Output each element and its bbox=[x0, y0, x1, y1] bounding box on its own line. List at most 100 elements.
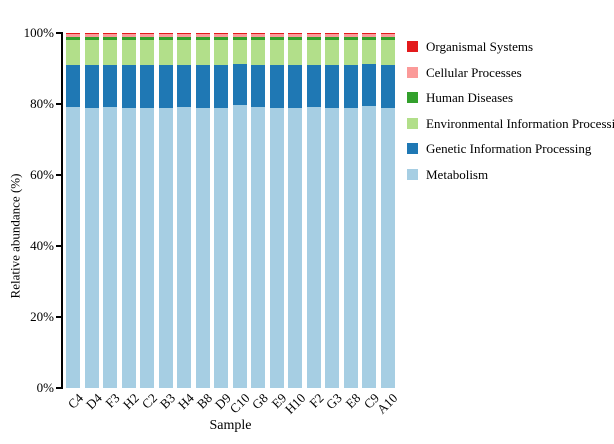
y-tick-label: 60% bbox=[30, 167, 54, 182]
bar-segment bbox=[103, 34, 117, 37]
bar-segment bbox=[306, 34, 321, 37]
bar-C4 bbox=[66, 33, 80, 388]
bar-segment bbox=[177, 36, 191, 40]
bar-segment bbox=[158, 36, 173, 40]
bar-segment bbox=[103, 64, 117, 108]
y-tick-label: 80% bbox=[30, 96, 54, 111]
bar-segment bbox=[66, 36, 80, 40]
bar-segment bbox=[66, 33, 80, 35]
bar-segment bbox=[232, 33, 247, 35]
bar-segment bbox=[325, 108, 339, 388]
bar-segment bbox=[380, 33, 395, 35]
bar-segment bbox=[66, 34, 80, 37]
bar-segment bbox=[325, 39, 339, 65]
bar-segment bbox=[103, 107, 117, 388]
bar-segment bbox=[140, 36, 154, 40]
bar-segment bbox=[288, 39, 302, 65]
legend-label: Metabolism bbox=[426, 166, 489, 182]
bar-segment bbox=[380, 36, 395, 40]
bar-segment bbox=[195, 64, 210, 108]
bar-F2 bbox=[306, 33, 321, 388]
bar-segment bbox=[121, 107, 136, 388]
bar-segment bbox=[177, 33, 191, 35]
legend-swatch-icon bbox=[407, 66, 418, 78]
legend-swatch-icon bbox=[407, 143, 418, 154]
bar-segment bbox=[269, 107, 284, 388]
bar-segment bbox=[380, 39, 395, 66]
bar-segment bbox=[214, 64, 228, 108]
legend-item: Genetic Information Processing bbox=[407, 142, 614, 155]
bar-segment bbox=[214, 33, 228, 35]
bar-segment bbox=[177, 64, 191, 107]
bar-segment bbox=[103, 39, 117, 65]
bar-segment bbox=[325, 33, 339, 35]
y-tick-mark bbox=[56, 316, 62, 318]
bar-E9 bbox=[269, 33, 284, 388]
bar-segment bbox=[288, 34, 302, 37]
bar-segment bbox=[84, 107, 99, 388]
bar-segment bbox=[140, 33, 154, 35]
bar-segment bbox=[121, 36, 136, 40]
bar-segment bbox=[251, 33, 265, 35]
bar-segment bbox=[177, 34, 191, 37]
legend-label: Human Diseases bbox=[426, 90, 514, 105]
x-tick-label: G3 bbox=[323, 390, 345, 413]
bar-segment bbox=[121, 39, 136, 65]
legend-swatch-icon bbox=[407, 117, 418, 129]
bar-E8 bbox=[343, 33, 358, 388]
bar-segment bbox=[66, 39, 80, 66]
legend-label: Environmental Information Processing bbox=[426, 115, 614, 131]
bar-B3 bbox=[158, 33, 173, 388]
bar-segment bbox=[84, 65, 99, 108]
bar-segment bbox=[362, 36, 376, 40]
bar-segment bbox=[380, 65, 395, 108]
bar-segment bbox=[158, 39, 173, 65]
bar-segment bbox=[269, 33, 284, 35]
bar-segment bbox=[251, 64, 265, 108]
y-tick-mark bbox=[56, 174, 62, 176]
bar-segment bbox=[306, 106, 321, 388]
bar-segment bbox=[362, 39, 376, 64]
bar-segment bbox=[158, 108, 173, 388]
bar-segment bbox=[158, 34, 173, 37]
bar-C9 bbox=[362, 33, 376, 388]
x-axis-title: Sample bbox=[209, 418, 252, 433]
x-tick-label: C10 bbox=[226, 390, 253, 417]
bar-segment bbox=[251, 34, 265, 37]
bar-segment bbox=[84, 39, 99, 66]
legend-swatch-icon bbox=[407, 168, 418, 180]
bar-segment bbox=[380, 34, 395, 37]
bar-segment bbox=[362, 105, 376, 388]
legend-swatch-icon bbox=[407, 41, 418, 52]
y-tick-mark bbox=[56, 103, 62, 105]
bar-segment bbox=[288, 64, 302, 108]
x-tick-label: H10 bbox=[281, 390, 308, 417]
bar-segment bbox=[288, 36, 302, 40]
bar-segment bbox=[251, 107, 265, 388]
bar-segment bbox=[214, 34, 228, 37]
bar-segment bbox=[214, 39, 228, 65]
bar-segment bbox=[195, 34, 210, 37]
bar-segment bbox=[343, 39, 358, 65]
bar-segment bbox=[232, 104, 247, 388]
legend-item: Human Diseases bbox=[407, 91, 614, 104]
bar-segment bbox=[195, 33, 210, 35]
legend-label: Organismal Systems bbox=[426, 39, 534, 54]
bar-segment bbox=[140, 39, 154, 65]
bar-segment bbox=[362, 63, 376, 106]
bar-segment bbox=[269, 36, 284, 40]
bar-segment bbox=[306, 39, 321, 65]
bar-segment bbox=[195, 107, 210, 388]
bar-segment bbox=[121, 33, 136, 35]
y-tick-mark bbox=[56, 245, 62, 247]
y-tick-label: 100% bbox=[23, 25, 54, 40]
y-tick-mark bbox=[56, 32, 62, 34]
bar-segment bbox=[232, 63, 247, 105]
bar-segment bbox=[251, 36, 265, 40]
bar-segment bbox=[103, 33, 117, 35]
bar-segment bbox=[195, 39, 210, 65]
bar-segment bbox=[269, 39, 284, 65]
bar-C10 bbox=[232, 33, 247, 388]
bar-segment bbox=[158, 64, 173, 109]
